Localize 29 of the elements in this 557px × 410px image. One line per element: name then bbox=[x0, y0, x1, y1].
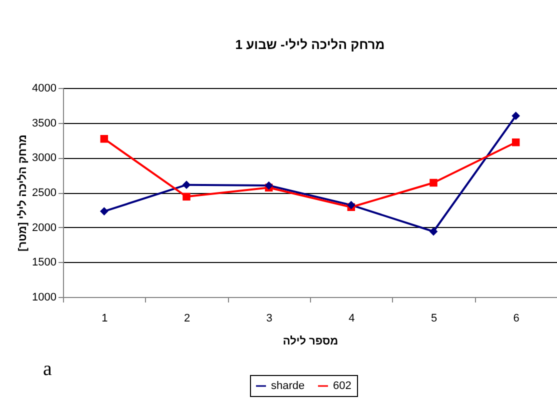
x-tick-label: 4 bbox=[348, 312, 355, 324]
point bbox=[346, 200, 356, 210]
x-axis-title: מספר לילה bbox=[282, 336, 338, 348]
legend-label: 602 bbox=[333, 380, 352, 392]
text: a bbox=[43, 358, 52, 380]
y-tick-label: 3000 bbox=[32, 152, 56, 164]
x-tick-label: 2 bbox=[184, 312, 190, 324]
point bbox=[430, 178, 438, 187]
point bbox=[182, 192, 190, 201]
x-tick-label: 1 bbox=[102, 312, 108, 324]
chart-title: מרחק הליכה לילי- שבוע 1 bbox=[235, 37, 385, 52]
x-tick-label: 5 bbox=[430, 312, 438, 324]
point bbox=[429, 227, 438, 236]
y-axis-title: מרחק הליכה לילי [מטר] bbox=[17, 134, 30, 252]
y-tick-label: 2000 bbox=[32, 222, 56, 234]
point bbox=[264, 181, 274, 190]
y-tick-label: 3500 bbox=[32, 117, 56, 130]
legend-label: sharde bbox=[271, 380, 305, 392]
y-tick-label: 1000 bbox=[32, 292, 56, 304]
point bbox=[512, 138, 520, 146]
y-tick-label: 1500 bbox=[32, 256, 56, 269]
y-tick-label: 4000 bbox=[32, 82, 56, 94]
point bbox=[182, 180, 191, 190]
y-tick-label: 2500 bbox=[32, 187, 56, 199]
point bbox=[100, 207, 108, 216]
point bbox=[512, 112, 520, 120]
point bbox=[100, 134, 108, 143]
x-tick-label: 6 bbox=[513, 312, 520, 324]
x-tick-label: 3 bbox=[266, 312, 272, 324]
